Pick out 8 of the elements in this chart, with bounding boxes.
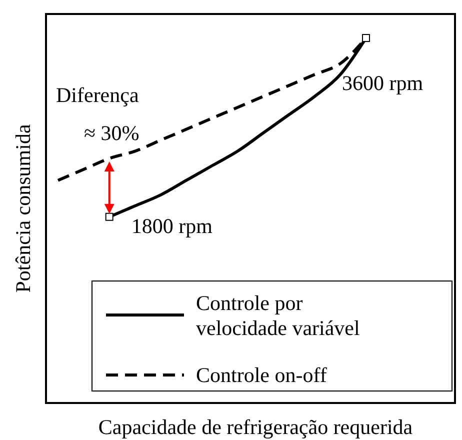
annotation: ≈ 30% [84, 121, 140, 145]
annotation: 3600 rpm [342, 71, 424, 95]
annotation: 1800 rpm [131, 214, 212, 238]
legend-label: Controle por velocidade variável [196, 291, 360, 340]
x-axis-title: Capacidade de refrigeração requerida [98, 415, 414, 439]
legend-label: Controle on-off [196, 363, 327, 387]
y-axis-title: Potência consumida [11, 124, 35, 293]
annotation: Diferença [56, 83, 140, 107]
